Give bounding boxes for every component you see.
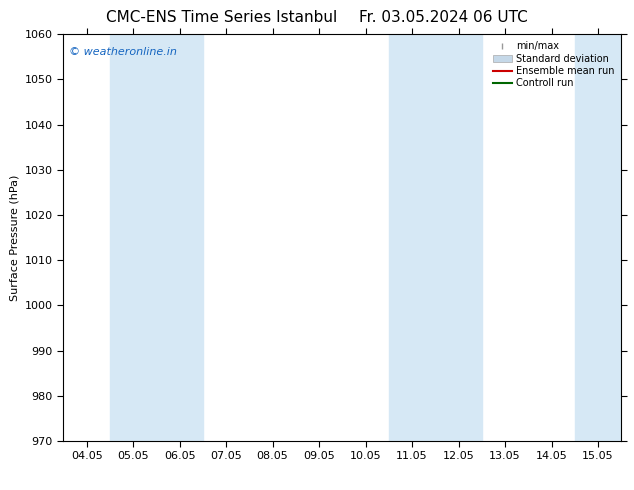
Text: CMC-ENS Time Series Istanbul: CMC-ENS Time Series Istanbul	[107, 10, 337, 25]
Y-axis label: Surface Pressure (hPa): Surface Pressure (hPa)	[10, 174, 19, 301]
Bar	[575, 34, 634, 441]
Text: Fr. 03.05.2024 06 UTC: Fr. 03.05.2024 06 UTC	[359, 10, 528, 25]
Text: © weatheronline.in: © weatheronline.in	[69, 47, 177, 56]
Bar	[110, 34, 203, 441]
Bar	[389, 34, 482, 441]
Legend: min/max, Standard deviation, Ensemble mean run, Controll run: min/max, Standard deviation, Ensemble me…	[491, 39, 616, 90]
